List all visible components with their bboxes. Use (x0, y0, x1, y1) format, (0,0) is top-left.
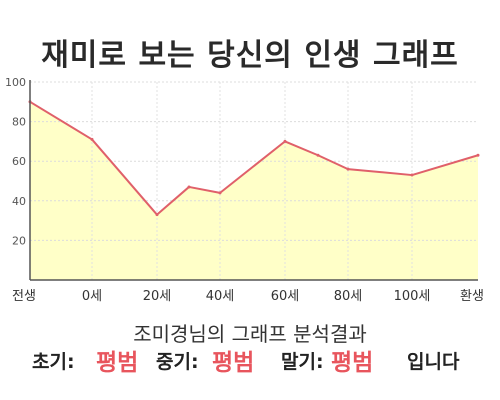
data-point (316, 153, 320, 157)
data-point (187, 185, 191, 189)
area-fill (30, 101, 478, 280)
life-graph-chart: 20 40 60 80 100 전생 0세 20세 40세 60세 80세 100세 환생 (5, 76, 484, 304)
y-tick-label: 100 (5, 76, 26, 89)
x-tick-label: 환생 (460, 289, 484, 304)
x-tick-label: 100세 (394, 289, 431, 304)
analysis-subtitle: 조미경님의 그래프 분석결과 (133, 322, 367, 346)
data-point (283, 139, 287, 143)
late-value: 평범 (331, 350, 374, 376)
result-suffix: 입니다 (407, 351, 460, 373)
data-point (410, 173, 414, 177)
x-tick-label: 80세 (334, 289, 363, 304)
mid-value: 평범 (212, 350, 255, 376)
series-line (29, 100, 479, 216)
y-tick-label: 60 (12, 155, 26, 168)
x-tick-label: 20세 (143, 289, 172, 304)
x-tick-label: 전생 (12, 289, 36, 304)
late-label: 말기: (281, 351, 324, 373)
plot-area: 20 40 60 80 100 전생 0세 20세 40세 60세 80세 100세 환생 (5, 76, 484, 304)
data-point (346, 167, 350, 171)
x-tick-label: 40세 (206, 289, 235, 304)
y-tick-label: 20 (12, 234, 26, 247)
y-tick-label: 40 (12, 195, 26, 208)
early-label: 초기: (32, 351, 75, 373)
y-tick-label: 80 (12, 116, 26, 129)
mid-label: 중기: (156, 351, 199, 373)
data-point (476, 153, 480, 157)
page-title: 재미로 보는 당신의 인생 그래프 (41, 38, 459, 73)
analysis-result: 초기: 평범 중기: 평범 말기: 평범 입니다 (0, 345, 500, 379)
data-point (90, 137, 94, 141)
x-tick-label: 60세 (271, 289, 300, 304)
data-point (218, 191, 222, 195)
x-tick-label: 0세 (82, 289, 102, 304)
early-value: 평범 (96, 350, 139, 376)
data-point (155, 213, 159, 217)
